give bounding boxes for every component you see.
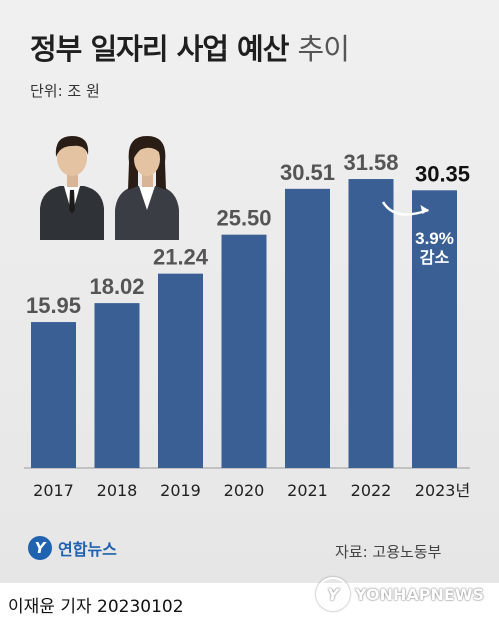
bar-2017 <box>31 322 76 468</box>
value-label-2017: 15.95 <box>26 293 81 318</box>
value-label-2023년: 30.35 <box>415 161 470 186</box>
bar-2023년 <box>412 190 457 469</box>
value-label-2022: 31.58 <box>343 150 398 175</box>
byline: 이재윤 기자 20230102 <box>8 597 184 617</box>
value-label-2021: 30.51 <box>280 160 335 185</box>
x-tick-label-2018: 2018 <box>97 481 138 500</box>
yonhapnews-watermark: Y YONHAPNEWS <box>316 577 484 611</box>
bar-2021 <box>285 188 330 468</box>
source-label: 자료: 고용노동부 <box>335 543 442 561</box>
x-tick-label-2022: 2022 <box>351 481 392 500</box>
value-label-2018: 18.02 <box>89 274 144 299</box>
yonhap-logo-icon: Y <box>28 536 52 560</box>
female-worker-icon <box>115 136 179 240</box>
bar-2020 <box>221 234 267 468</box>
annotation-decrease: 감소 <box>420 248 450 267</box>
bar-2018 <box>94 303 140 468</box>
x-tick-label-2021: 2021 <box>287 481 328 500</box>
yonhap-logo: Y 연합뉴스 <box>28 536 117 560</box>
chart-title: 정부 일자리 사업 예산 추이 <box>30 26 350 68</box>
bar-2022 <box>348 179 394 468</box>
value-label-2020: 25.50 <box>216 206 271 231</box>
unit-label: 단위: 조 원 <box>30 82 100 100</box>
office-workers-illustration <box>40 136 179 240</box>
x-tick-label-2019: 2019 <box>160 481 201 500</box>
bar-2019 <box>158 273 203 468</box>
decrease-arrow-head <box>420 205 429 214</box>
bar-chart: 15.95 2017 18.02 2018 21.24 2019 25.50 2020 30.5… <box>24 150 470 500</box>
annotation-percent: 3.9% <box>415 229 454 248</box>
x-tick-label-2023년: 2023년 <box>415 481 470 500</box>
title-main: 정부 일자리 사업 예산 <box>30 32 289 66</box>
title-suffix: 추이 <box>297 32 350 66</box>
watermark-icon: Y <box>316 577 350 611</box>
x-tick-label-2020: 2020 <box>224 481 265 500</box>
x-tick-label-2017: 2017 <box>33 481 74 500</box>
watermark-text: YONHAPNEWS <box>355 584 484 604</box>
male-worker-icon <box>40 136 104 240</box>
value-label-2019: 21.24 <box>153 245 209 270</box>
logo-text: 연합뉴스 <box>58 540 117 559</box>
